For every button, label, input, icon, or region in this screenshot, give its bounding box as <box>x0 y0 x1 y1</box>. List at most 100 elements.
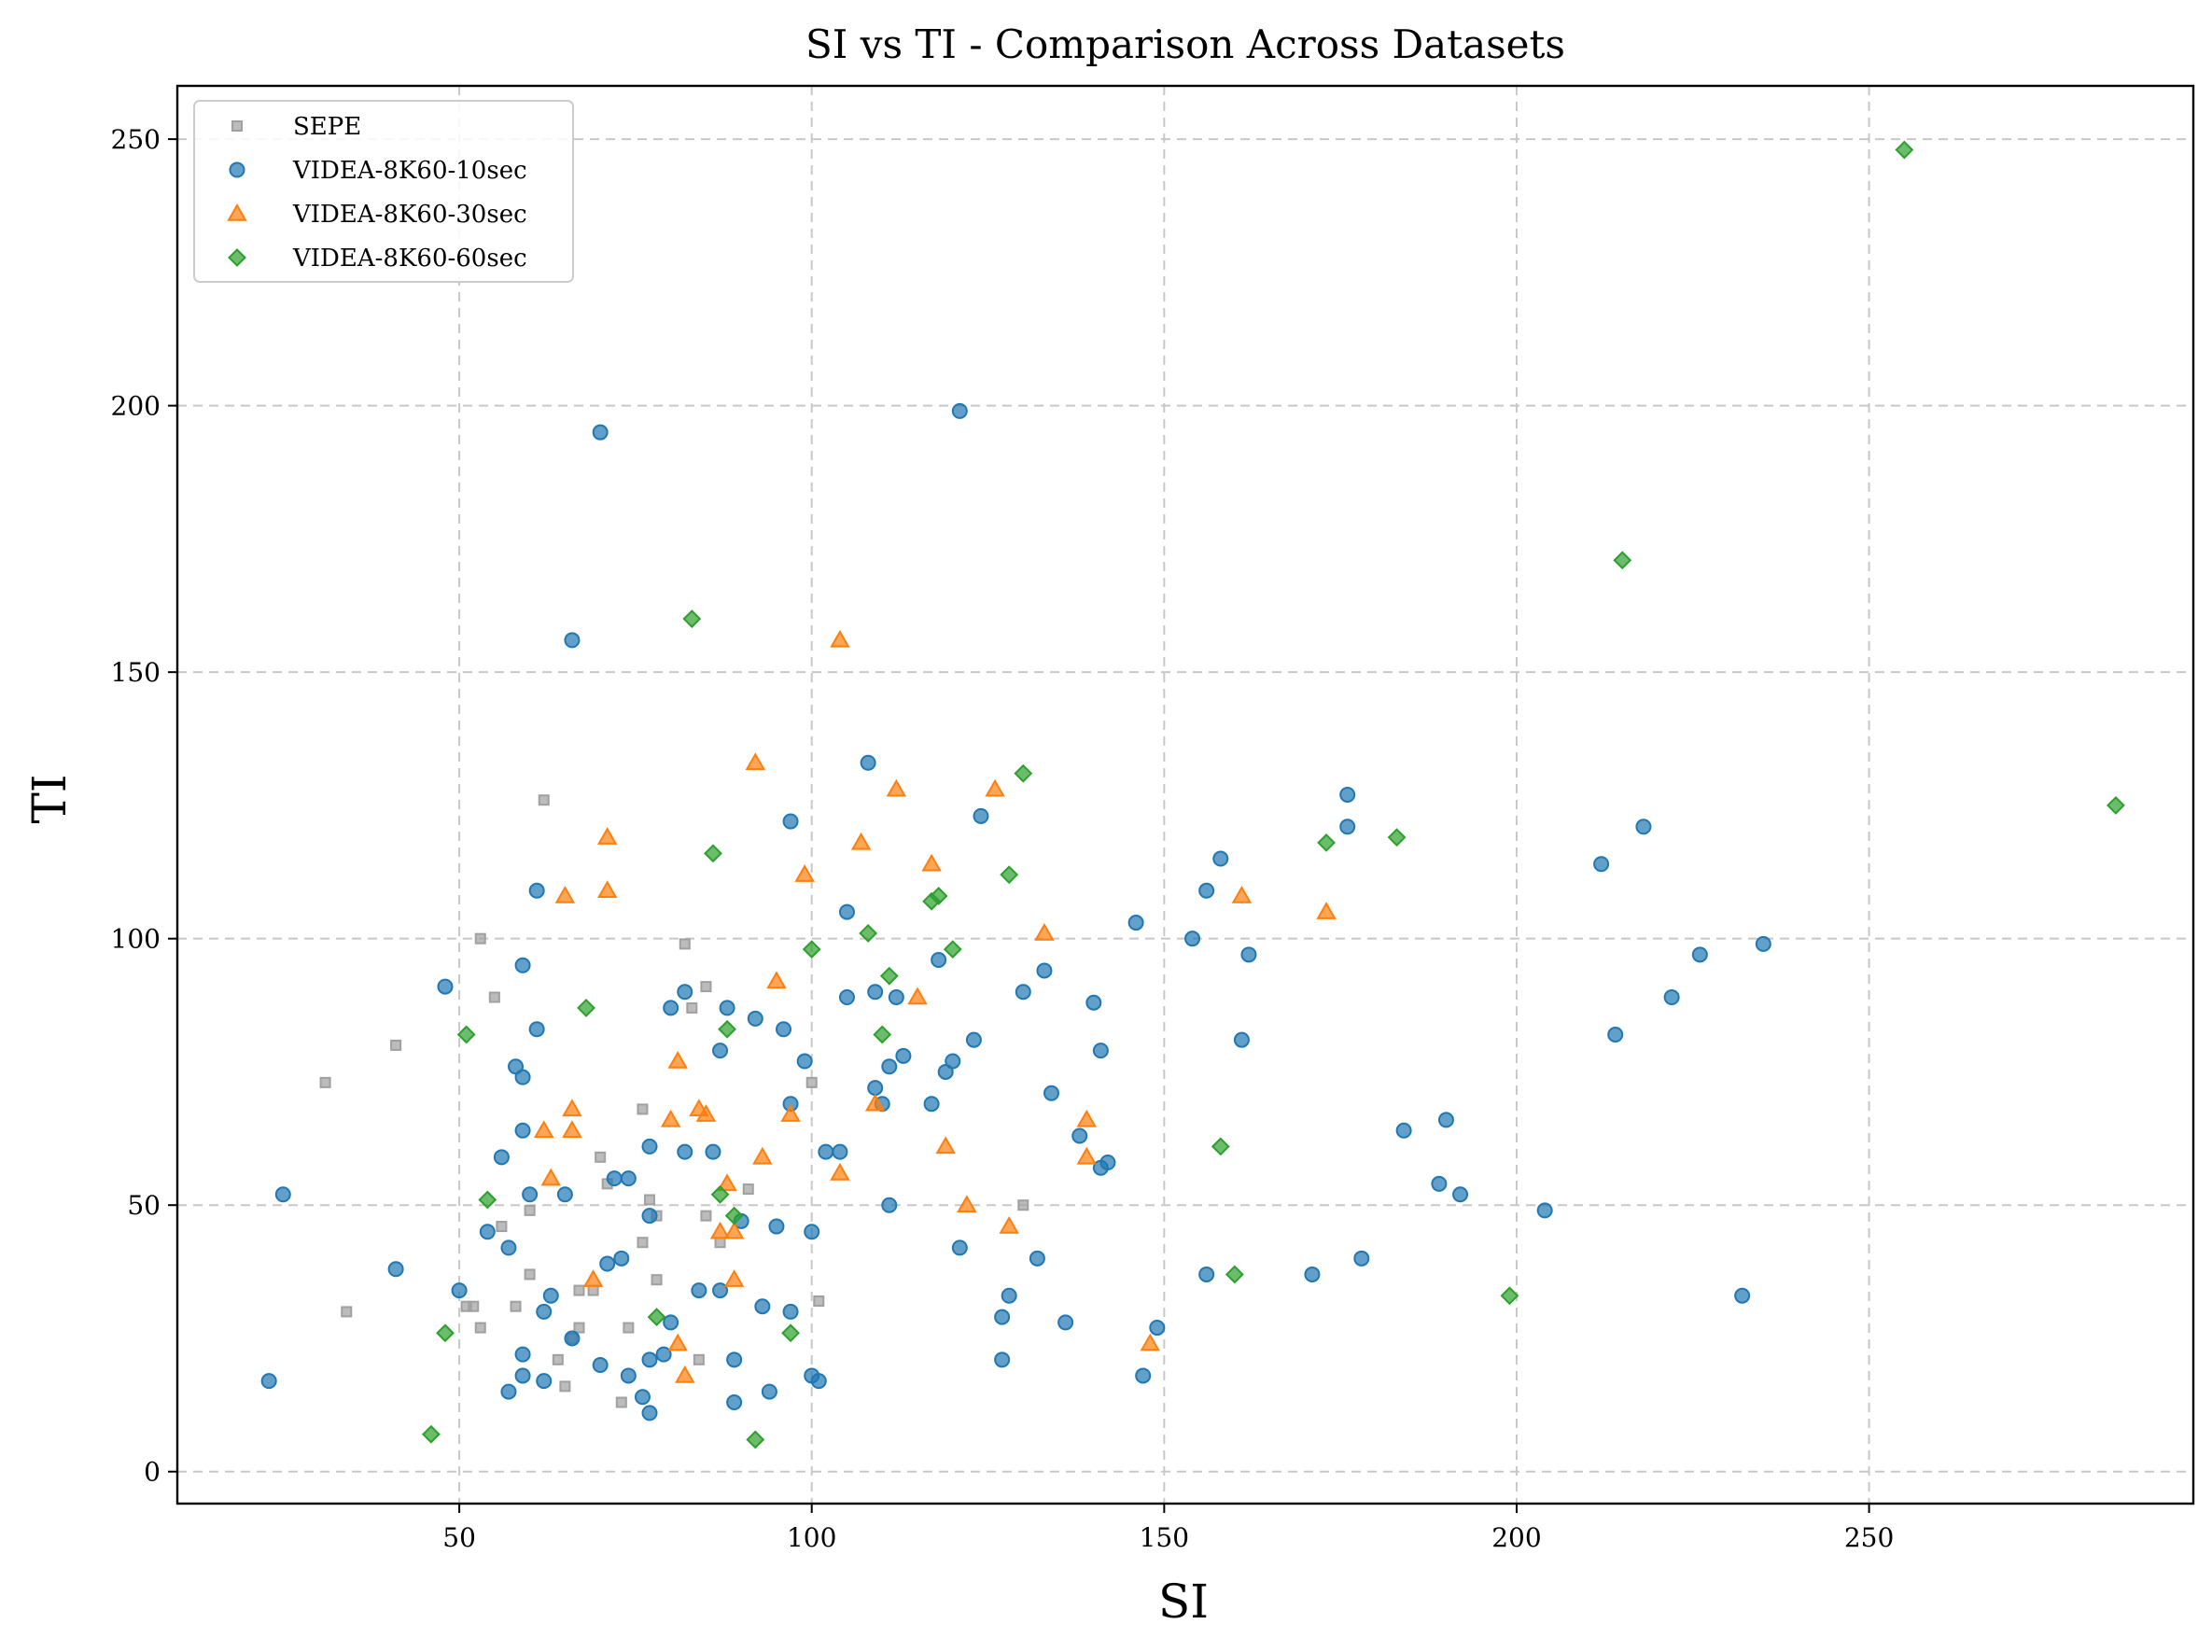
data-point <box>514 1069 531 1085</box>
x-tick-label: 200 <box>1491 1522 1541 1553</box>
data-point <box>436 1323 455 1343</box>
data-point <box>745 752 766 770</box>
data-point <box>718 1019 737 1039</box>
y-tick-label: 200 <box>111 391 161 422</box>
data-point <box>907 987 928 1005</box>
data-point <box>923 1096 940 1113</box>
series-square <box>319 794 1029 1408</box>
data-point <box>766 971 787 989</box>
data-point <box>710 1184 730 1204</box>
data-point <box>620 1170 637 1187</box>
data-point <box>1387 828 1407 847</box>
data-point <box>700 981 712 993</box>
data-point <box>943 940 962 959</box>
data-point <box>655 1346 672 1363</box>
data-point <box>709 1221 731 1239</box>
x-tick-label: 150 <box>1140 1522 1189 1553</box>
x-tick-label: 100 <box>787 1522 836 1553</box>
data-point <box>587 1284 599 1296</box>
y-tick-label: 100 <box>111 924 161 955</box>
series-circle <box>260 402 1771 1421</box>
data-point <box>994 1309 1011 1325</box>
legend-label: VIDEA-8K60-30sec <box>292 201 527 229</box>
data-point <box>1149 1320 1166 1337</box>
grid-lines <box>177 86 2193 1504</box>
data-point <box>931 952 947 969</box>
data-point <box>1663 989 1680 1005</box>
data-point <box>510 1300 522 1312</box>
y-tick-label: 150 <box>111 657 161 688</box>
data-point <box>802 940 821 959</box>
data-point <box>667 1333 688 1351</box>
x-tick-label: 50 <box>442 1522 476 1553</box>
data-point <box>957 1195 977 1212</box>
data-point <box>577 999 595 1017</box>
data-point <box>1043 1085 1060 1101</box>
data-point <box>599 1255 616 1272</box>
data-point <box>260 1373 277 1390</box>
data-point <box>830 1162 850 1181</box>
data-point <box>500 1383 517 1400</box>
data-point <box>675 1365 695 1383</box>
data-point <box>1233 1031 1250 1048</box>
data-point <box>860 754 876 771</box>
data-point <box>999 1216 1019 1234</box>
axis-ticks: 50 100 150 200 250 0 50 100 150 200 250 <box>111 124 1895 1553</box>
data-point <box>522 1186 539 1203</box>
data-point <box>1071 1127 1088 1144</box>
data-point <box>1607 1026 1624 1043</box>
data-point <box>647 1308 666 1327</box>
data-point <box>724 1206 744 1225</box>
data-point <box>1099 1155 1116 1171</box>
data-point <box>712 1282 729 1299</box>
data-point <box>456 1025 476 1044</box>
chart-title: SI vs TI - Comparison Across Datasets <box>805 21 1565 67</box>
data-point <box>712 1043 729 1059</box>
data-point <box>1000 865 1019 885</box>
legend-marker <box>229 161 245 178</box>
data-point <box>641 1138 658 1155</box>
data-points <box>260 140 2125 1449</box>
data-point <box>620 1367 637 1384</box>
legend-box <box>193 100 574 283</box>
data-point <box>552 1353 564 1365</box>
y-tick-label: 50 <box>127 1190 161 1221</box>
data-point <box>663 1314 679 1331</box>
data-point <box>994 1351 1011 1368</box>
data-point <box>623 1322 635 1334</box>
data-point <box>714 1237 726 1249</box>
data-point <box>500 1239 517 1256</box>
data-point <box>742 1183 754 1196</box>
data-point <box>1613 551 1632 570</box>
data-point <box>719 1000 735 1016</box>
data-point <box>1231 885 1253 903</box>
data-point <box>644 1194 656 1206</box>
data-point <box>881 1058 898 1075</box>
data-point <box>804 1224 820 1240</box>
data-point <box>1076 1146 1097 1165</box>
data-point <box>564 1330 581 1347</box>
data-point <box>1198 1266 1215 1282</box>
data-point <box>421 1424 441 1444</box>
data-point <box>554 885 576 903</box>
legend-label: VIDEA-8K60-60sec <box>292 245 527 273</box>
data-point <box>474 932 486 945</box>
data-point <box>1135 1367 1152 1384</box>
data-point <box>761 1383 777 1400</box>
data-point <box>1211 1137 1230 1156</box>
data-point <box>341 1306 353 1318</box>
data-point <box>838 903 855 920</box>
data-point <box>1085 994 1102 1011</box>
data-point <box>615 1396 627 1408</box>
data-point <box>595 1151 607 1163</box>
data-point <box>606 1170 623 1187</box>
data-point <box>1395 1122 1412 1139</box>
data-point <box>437 978 454 995</box>
data-point <box>1431 1175 1448 1192</box>
data-point <box>1017 1199 1029 1211</box>
data-point <box>1092 1043 1109 1059</box>
data-point <box>2107 796 2125 815</box>
data-point <box>528 1021 545 1038</box>
data-point <box>479 1224 496 1240</box>
